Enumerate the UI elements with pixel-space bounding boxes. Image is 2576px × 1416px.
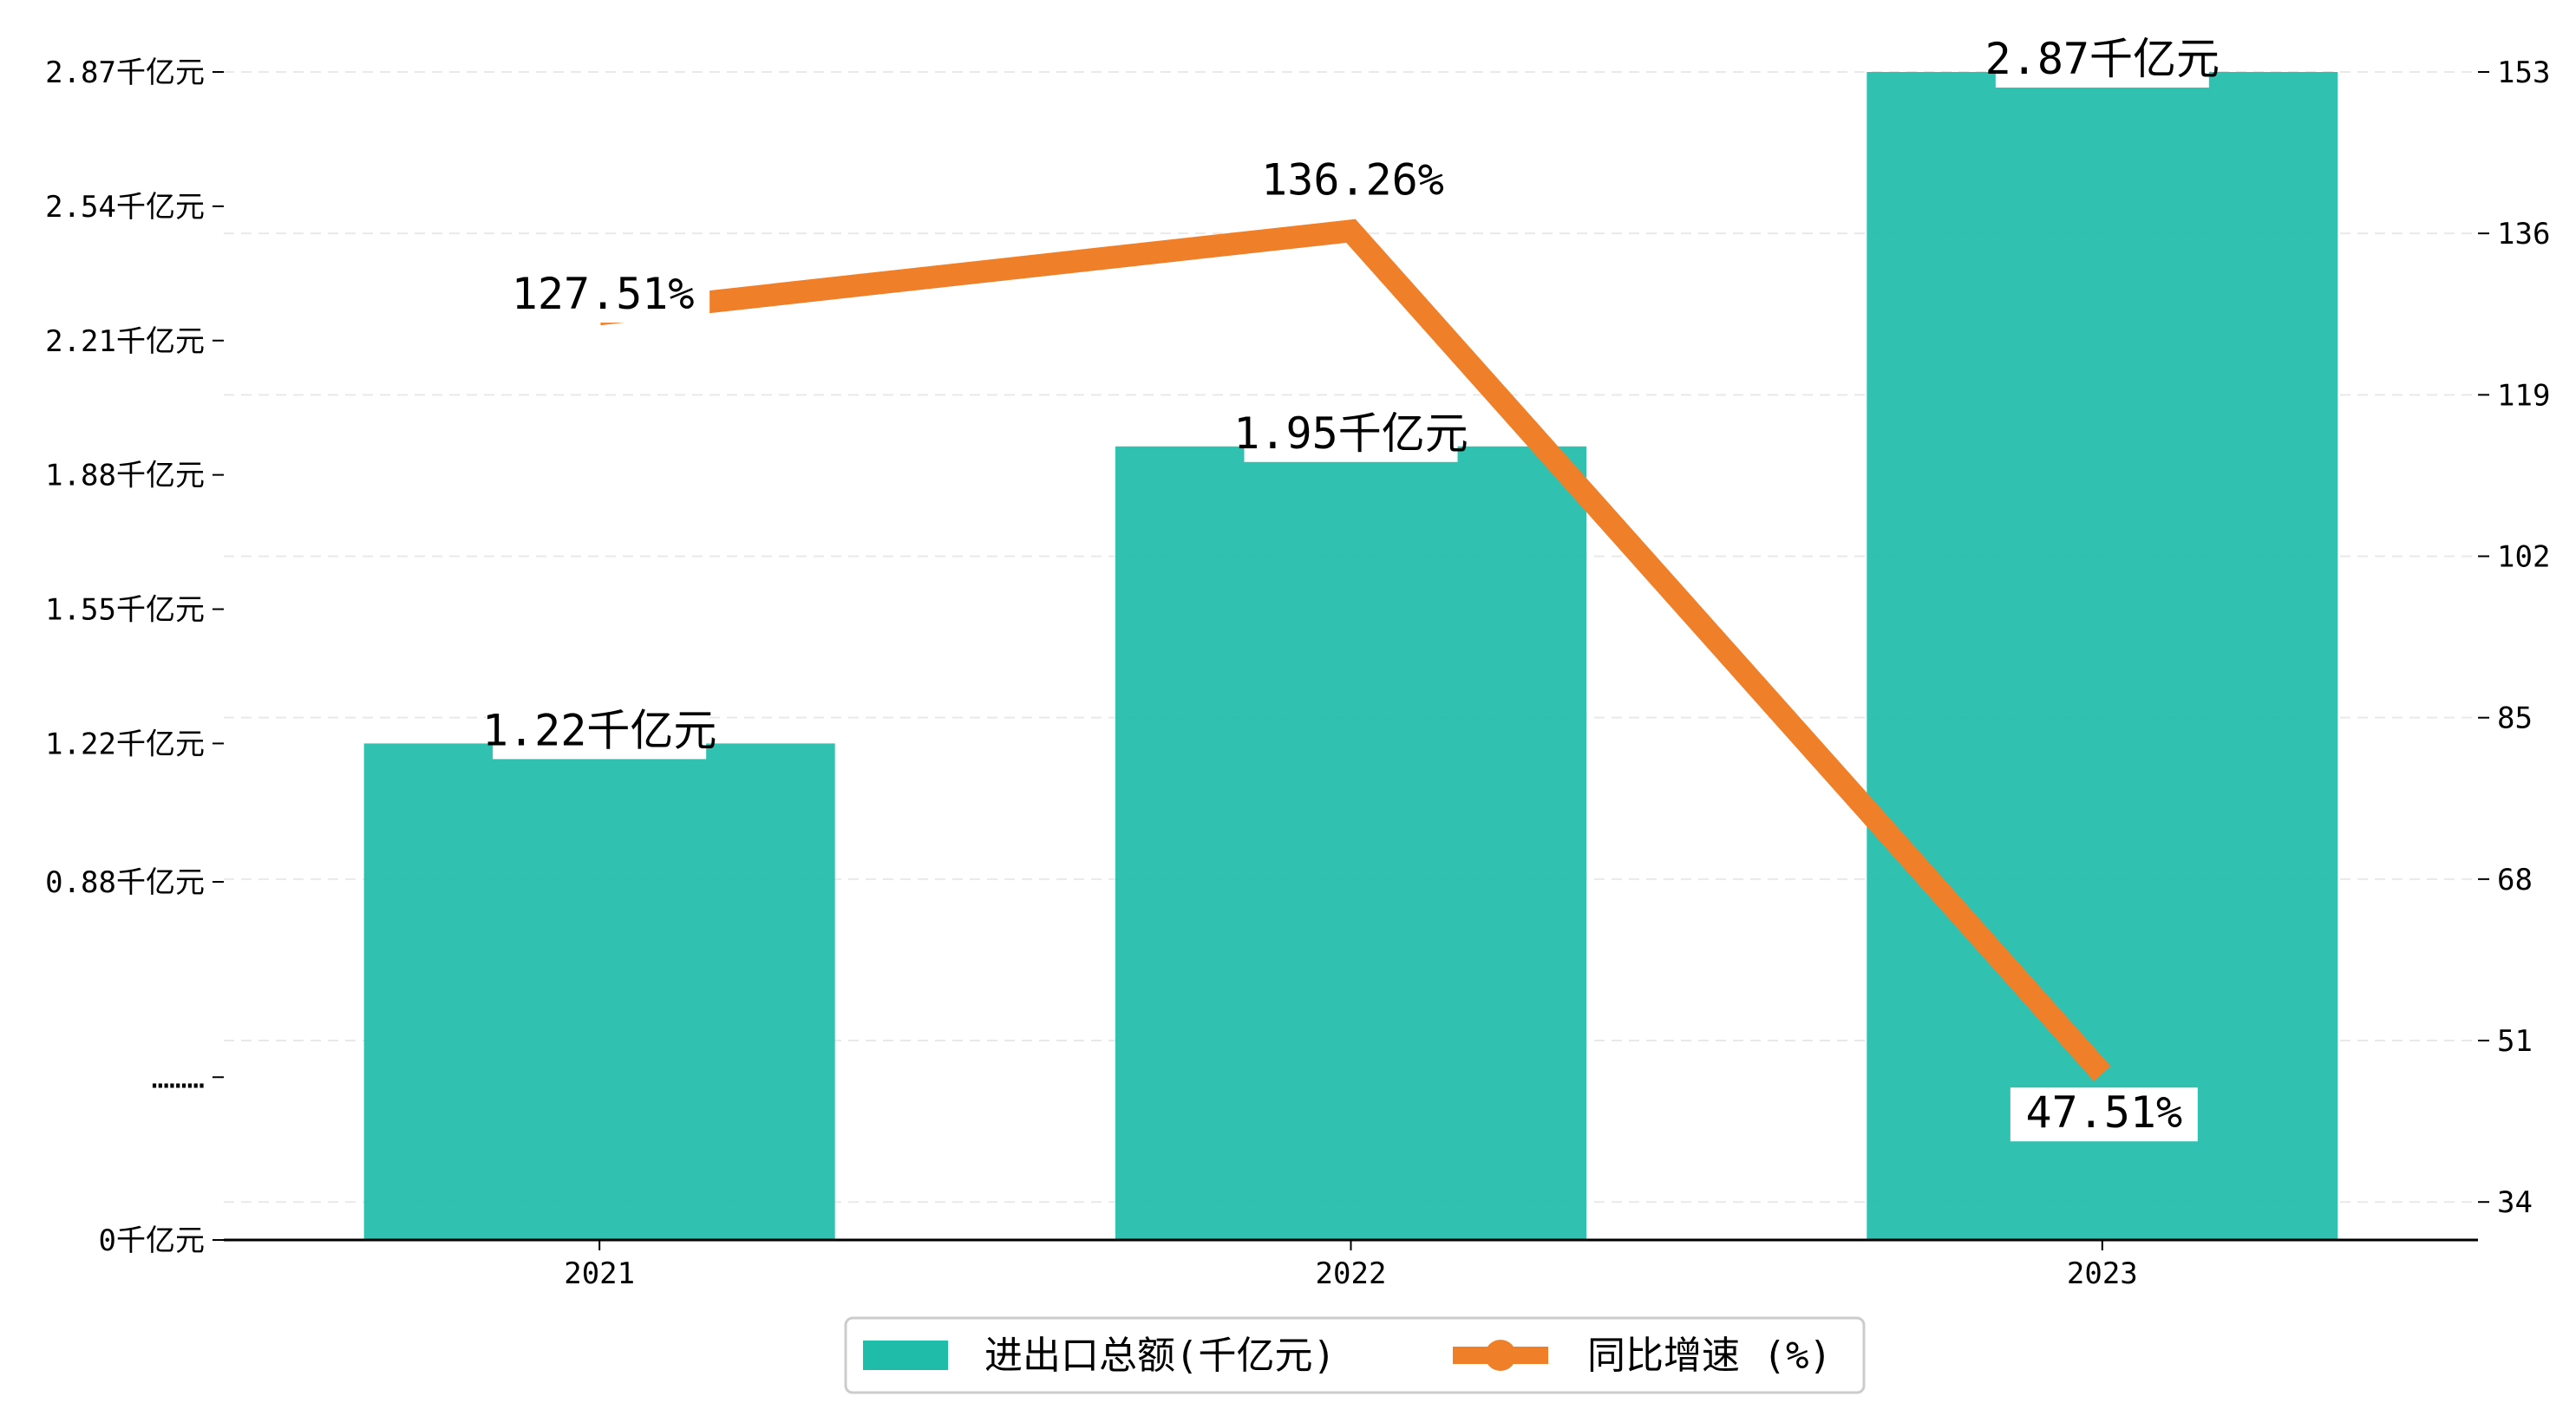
y-right-tick-label: 119 bbox=[2497, 378, 2550, 413]
bars bbox=[363, 72, 2338, 1240]
bar-label: 1.22千亿元 bbox=[482, 705, 716, 755]
bar-label-group: 1.95千亿元 bbox=[1233, 408, 1468, 462]
y-left-tick-label: 2.21千亿元 bbox=[45, 324, 205, 359]
legend-line-marker bbox=[1485, 1340, 1516, 1371]
axes: 2021 2022 2023 0千亿元 ……… 0.88千亿元 1.22千亿元 1.55千亿元… bbox=[45, 55, 2550, 1291]
y-right-tick-label: 68 bbox=[2497, 863, 2533, 897]
y-left-tick-label: 0千亿元 bbox=[99, 1224, 205, 1258]
y-left-tick-label: 2.87千亿元 bbox=[45, 55, 205, 90]
growth-polyline bbox=[598, 219, 2111, 1081]
legend: 进出口总额(千亿元) 同比增速 (%) bbox=[844, 1316, 1866, 1394]
y-right-tick-label: 85 bbox=[2497, 701, 2533, 736]
y-right-tick-label: 153 bbox=[2497, 55, 2550, 90]
y-left-tick-label: ……… bbox=[152, 1060, 205, 1095]
bar-2022 bbox=[1115, 446, 1586, 1240]
line-label: 136.26% bbox=[1261, 154, 1444, 205]
x-tick-label: 2023 bbox=[2067, 1256, 2138, 1291]
line-label-bg bbox=[2010, 1087, 2198, 1142]
y-right-tick-label: 136 bbox=[2497, 217, 2550, 251]
bar-label-bg bbox=[493, 705, 707, 760]
growth-line bbox=[598, 219, 2111, 1081]
line-label: 127.51% bbox=[512, 269, 695, 319]
bar-label-group: 2.87千亿元 bbox=[1985, 34, 2220, 88]
line-label-group: 127.51% bbox=[496, 269, 710, 323]
line-label: 47.51% bbox=[2026, 1087, 2183, 1138]
y-left-tick-label: 1.22千亿元 bbox=[45, 727, 205, 761]
x-tick-label: 2022 bbox=[1316, 1256, 1387, 1291]
bar-2023 bbox=[1867, 72, 2338, 1240]
bar-label-bg bbox=[1244, 408, 1458, 462]
y-right-tick-label: 102 bbox=[2497, 540, 2550, 575]
legend-line-label: 同比增速 (%) bbox=[1587, 1334, 1832, 1378]
bar-label: 1.95千亿元 bbox=[1233, 408, 1468, 459]
y-left-tick-label: 1.88千亿元 bbox=[45, 459, 205, 493]
y-left-tick-label: 1.55千亿元 bbox=[45, 593, 205, 628]
y-right-tick-label: 51 bbox=[2497, 1024, 2533, 1059]
bar-label-bg bbox=[1995, 34, 2209, 88]
bar-label: 2.87千亿元 bbox=[1985, 34, 2220, 84]
line-label-group: 136.26% bbox=[1246, 154, 1460, 209]
line-label-bg bbox=[1246, 154, 1460, 209]
bar-2021 bbox=[363, 743, 835, 1240]
bar-label-group: 1.22千亿元 bbox=[482, 705, 716, 760]
data-labels: 1.22千亿元 1.95千亿元 2.87千亿元 127.51% 136.26% 47.51… bbox=[482, 34, 2220, 1142]
y-left-tick-label: 2.54千亿元 bbox=[45, 190, 205, 225]
line-label-bg bbox=[496, 269, 710, 323]
x-tick-label: 2021 bbox=[564, 1256, 635, 1291]
line-label-group: 47.51% bbox=[2010, 1087, 2198, 1142]
y-right-tick-label: 34 bbox=[2497, 1185, 2533, 1220]
legend-bar-label: 进出口总额(千亿元) bbox=[984, 1334, 1336, 1378]
y-left-tick-label: 0.88千亿元 bbox=[45, 865, 205, 900]
legend-bar-swatch bbox=[863, 1341, 948, 1370]
legend-box bbox=[844, 1316, 1866, 1394]
